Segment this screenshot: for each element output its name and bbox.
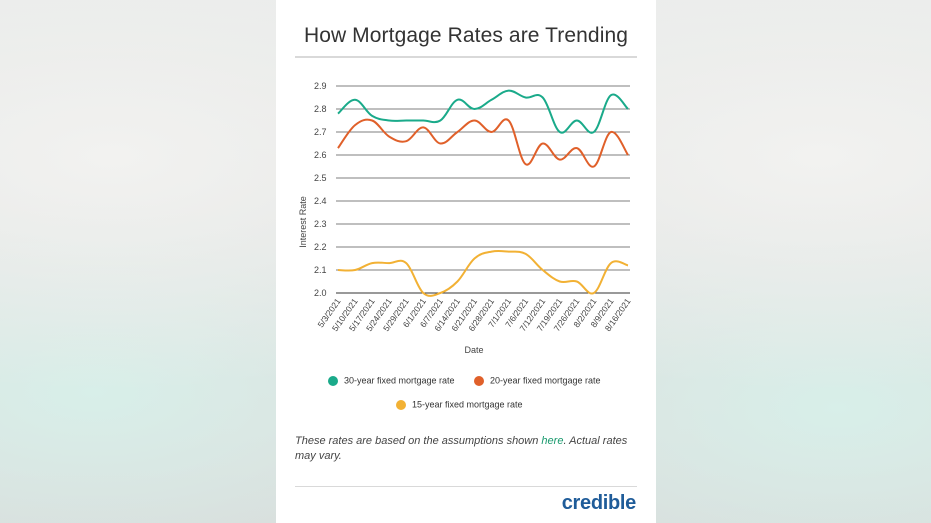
y-tick-label: 2.0	[314, 288, 327, 298]
y-tick-label: 2.5	[314, 173, 327, 183]
legend-swatch-15-year	[396, 399, 406, 410]
y-tick-label: 2.3	[314, 219, 327, 229]
y-tick-label: 2.7	[314, 127, 327, 137]
chart-card: How Mortgage Rates are Trending 2.0 2.1 2.…	[276, 0, 656, 523]
title-divider	[295, 56, 637, 58]
note-text-before: These rates are based on the assumptions…	[295, 435, 542, 447]
legend-item-20-year: 20-year fixed mortgage rate	[474, 375, 601, 386]
line-chart: 2.0 2.1 2.2 2.3 2.4 2.5 2.6 2.7 2.8 2.9 5/3/20215…	[298, 81, 633, 355]
page-title: How Mortgage Rates are Trending	[303, 24, 629, 47]
legend-label-15-year: 15-year fixed mortgage rate	[412, 399, 523, 410]
y-tick-label: 2.8	[314, 104, 327, 114]
x-tick-labels: 5/3/20215/10/20215/17/20215/24/20215/29/…	[315, 296, 632, 333]
y-tick-labels: 2.0 2.1 2.2 2.3 2.4 2.5 2.6 2.7 2.8 2.9	[314, 81, 327, 298]
legend-item-30-year: 30-year fixed mortgage rate	[328, 375, 455, 386]
series-line-2	[337, 249, 629, 297]
y-tick-label: 2.4	[314, 196, 327, 206]
series-line-1	[337, 118, 629, 168]
y-tick-label: 2.9	[314, 81, 327, 91]
note-text-after: . Actual rates may vary.	[295, 435, 628, 462]
legend-item-15-year: 15-year fixed mortgage rate	[396, 399, 523, 410]
credible-logo: credible	[561, 492, 637, 514]
series-line-0	[337, 89, 629, 134]
chart-series	[337, 89, 629, 297]
legend-label-30-year: 30-year fixed mortgage rate	[344, 375, 455, 386]
footer-divider	[295, 486, 637, 487]
legend-label-20-year: 20-year fixed mortgage rate	[490, 375, 601, 386]
disclaimer-note: These rates are based on the assumptions…	[295, 434, 637, 464]
x-axis-label: Date	[464, 345, 483, 355]
assumptions-link[interactable]: here	[541, 435, 564, 447]
y-axis-label: Interest Rate	[298, 196, 308, 248]
legend-swatch-30-year	[328, 375, 338, 386]
y-tick-label: 2.1	[314, 265, 327, 275]
y-tick-label: 2.2	[314, 242, 327, 252]
legend-swatch-20-year	[474, 375, 484, 386]
y-tick-label: 2.6	[314, 150, 327, 160]
